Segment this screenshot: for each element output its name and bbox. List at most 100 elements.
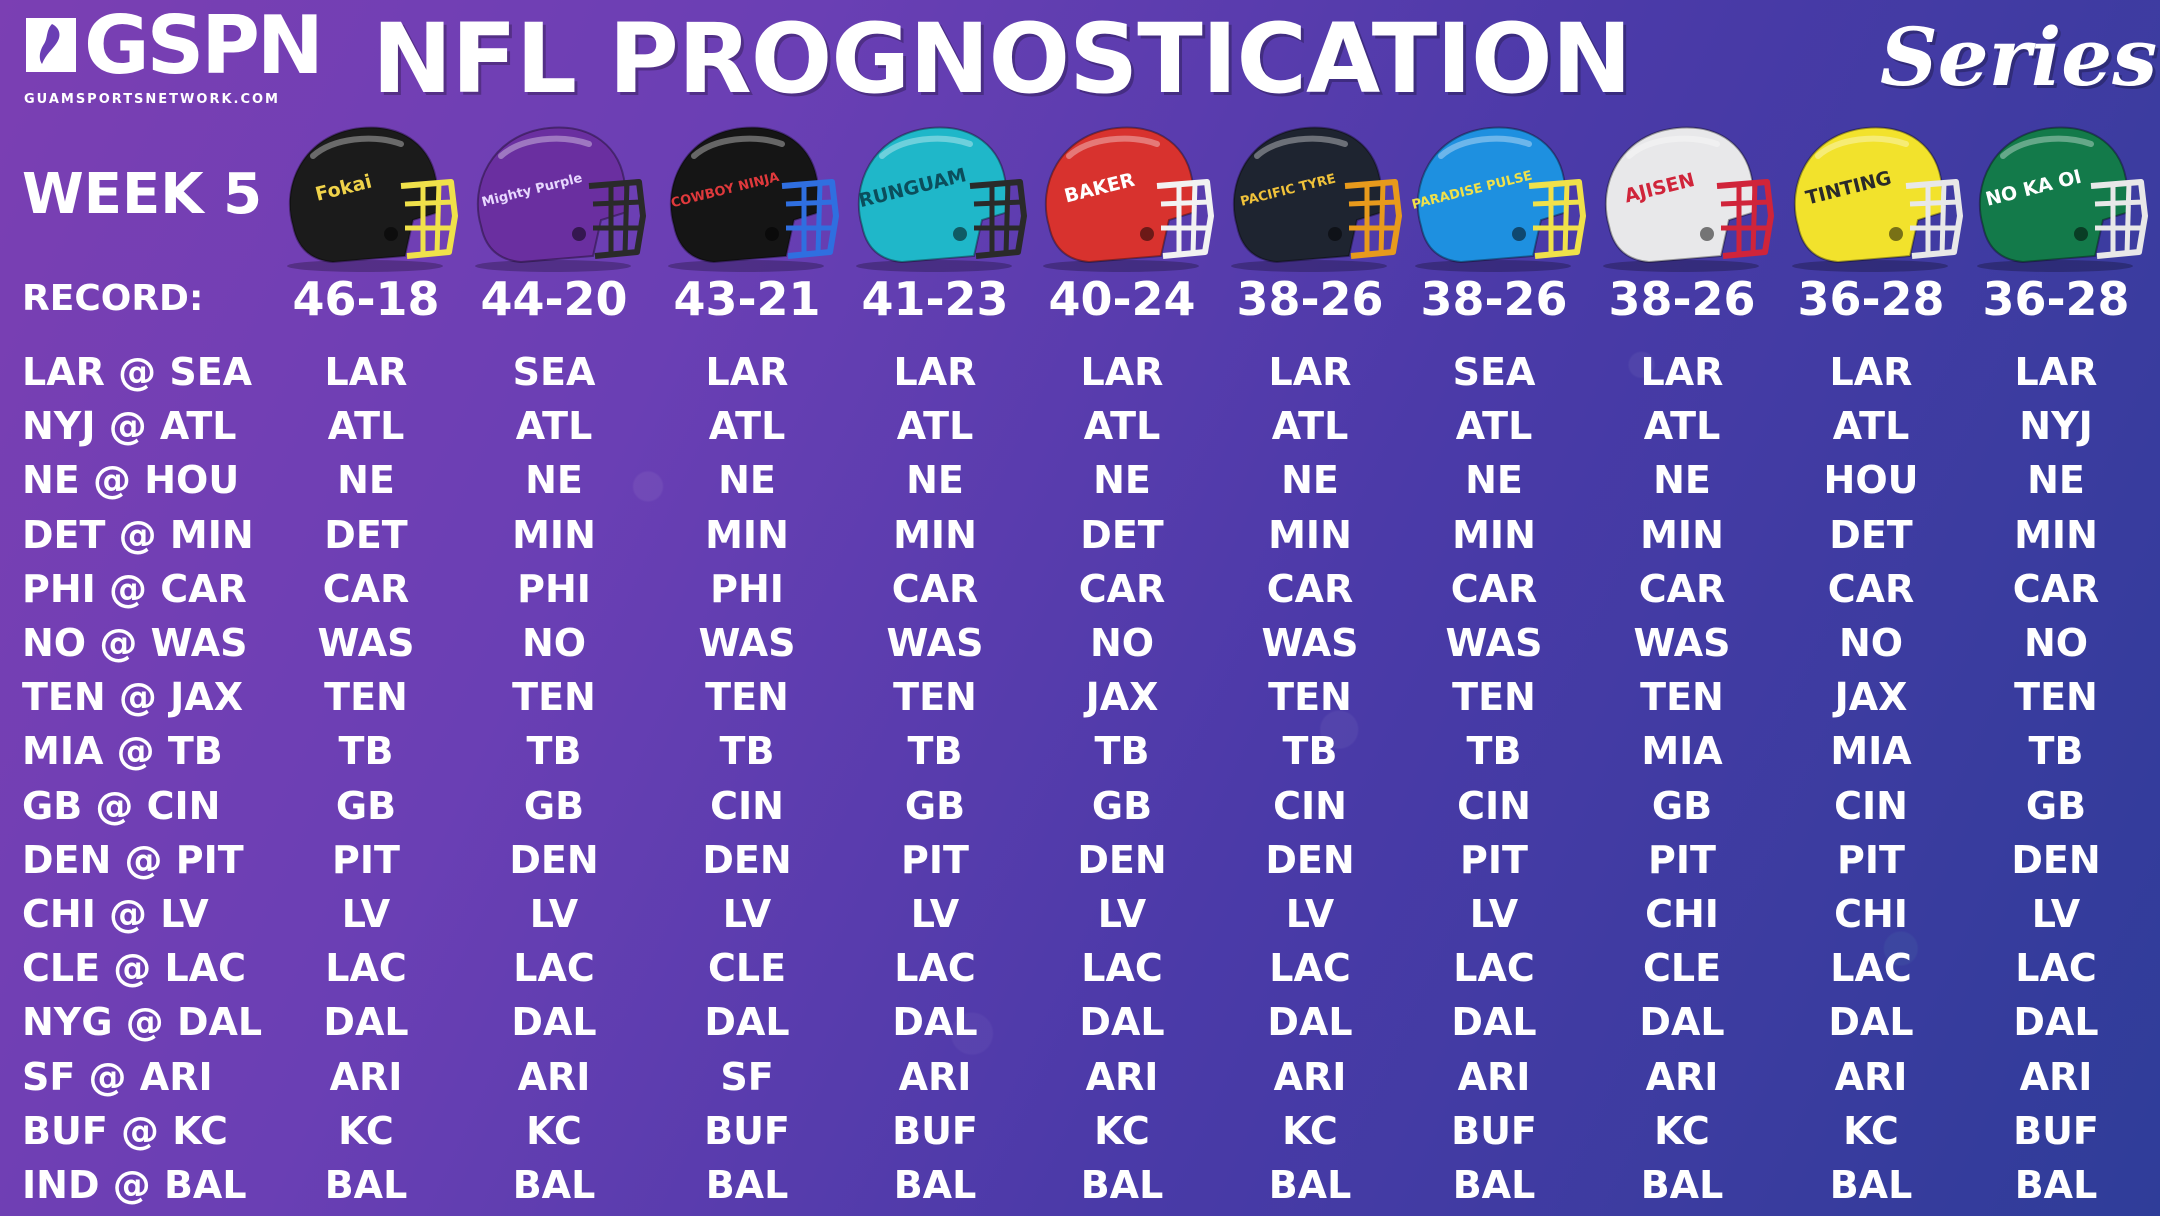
pick-cell: TEN [705, 675, 789, 720]
pick-cell: CAR [1827, 566, 1915, 611]
pick-cell: CAR [891, 566, 979, 611]
picker-column: Mighty Purple 44-20 SEA ATL NE MIN PHI NO TEN TB G… [461, 0, 647, 1216]
header: GSPN GUAMSPORTSNETWORK.COM NFL PROGNOSTI… [0, 0, 2160, 120]
picker-column: COWBOY NINJA 43-21 LAR ATL NE MIN PHI WAS TEN TB C… [654, 0, 840, 1216]
pick-cell: CHI [1834, 892, 1908, 936]
pick-cell: LAC [1453, 946, 1535, 991]
pick-cell: TB [526, 729, 582, 774]
pick-cell: NE [337, 458, 395, 503]
pick-cell: LAC [1830, 946, 1912, 991]
matchup-label: MIA @ TB [22, 729, 223, 774]
pick-cell: NO [2023, 621, 2089, 665]
picker-record: 43-21 [673, 272, 821, 326]
pick-cell: BAL [1452, 1163, 1536, 1207]
helmet-icon: Mighty Purple [461, 116, 647, 274]
pick-cell: WAS [886, 621, 984, 665]
pick-cell: ARI [1457, 1054, 1531, 1099]
helmet-icon: RUNGUAM [842, 116, 1028, 274]
pick-cell: TB [907, 729, 963, 774]
pick-cell: NE [1281, 458, 1339, 503]
pick-cell: DEN [1265, 837, 1355, 882]
pick-cell: ATL [1455, 404, 1533, 449]
picker-column: PARADISE PULSE 38-26 SEA ATL NE MIN CAR WAS TEN T… [1404, 0, 1586, 1216]
helmet-icon: PACIFIC TYRE [1217, 116, 1403, 274]
pick-cell: DAL [2013, 1000, 2099, 1045]
picker-record: 36-28 [1797, 272, 1945, 326]
pick-cell: TB [338, 729, 394, 774]
pick-cell: TB [1466, 729, 1522, 774]
pick-cell: DAL [511, 1000, 597, 1045]
pick-cell: HOU [1823, 458, 1919, 503]
pick-cell: CIN [1273, 783, 1347, 828]
pick-cell: KC [338, 1108, 394, 1153]
pick-cell: BAL [1829, 1163, 1913, 1207]
gspn-logo: GSPN GUAMSPORTSNETWORK.COM [22, 6, 352, 108]
pick-cell: LAC [1269, 946, 1351, 991]
pick-cell: MIN [1452, 512, 1536, 557]
pick-cell: DEN [702, 837, 792, 882]
pick-cell: DAL [1639, 1000, 1725, 1045]
pick-cell: NE [1465, 458, 1523, 503]
pick-cell: GB [2025, 783, 2087, 828]
pick-cell: TEN [2014, 675, 2098, 720]
pick-cell: CAR [322, 566, 410, 611]
pick-cell: NO [1838, 621, 1904, 665]
pick-cell: NE [906, 458, 964, 503]
matchup-label: DEN @ PIT [22, 837, 244, 882]
pick-cell: TB [2028, 729, 2084, 774]
pick-cell: WAS [1261, 621, 1359, 665]
picker-column: RUNGUAM 41-23 LAR ATL NE MIN CAR WAS TEN TB GB PIT L… [842, 0, 1028, 1216]
pick-cell: BAL [324, 1163, 408, 1207]
pick-cell: LV [529, 892, 579, 936]
pick-cell: ATL [1083, 404, 1161, 449]
pick-cell: KC [1282, 1108, 1338, 1153]
picker-record: 40-24 [1048, 272, 1196, 326]
pick-cell: ATL [327, 404, 405, 449]
pick-cell: TEN [512, 675, 596, 720]
pick-cell: BAL [1268, 1163, 1352, 1207]
pick-cell: LAC [894, 946, 976, 991]
logo-url: GUAMSPORTSNETWORK.COM [24, 92, 280, 107]
pick-cell: GB [335, 783, 397, 828]
pick-cell: WAS [1633, 621, 1731, 665]
pick-cell: KC [526, 1108, 582, 1153]
picker-record: 46-18 [292, 272, 440, 326]
pick-cell: LAR [2014, 350, 2098, 394]
pick-cell: ARI [329, 1054, 403, 1099]
pick-cell: DAL [892, 1000, 978, 1045]
pick-cell: LV [910, 892, 960, 936]
picker-column: PACIFIC TYRE 38-26 LAR ATL NE MIN CAR WAS TEN TB C… [1217, 0, 1403, 1216]
helmet-icon: COWBOY NINJA [654, 116, 840, 274]
pick-cell: SF [720, 1054, 774, 1099]
pick-cell: TEN [893, 675, 977, 720]
pick-cell: LAR [1268, 350, 1352, 394]
pick-cell: LAR [1829, 350, 1913, 394]
pick-cell: JAX [1834, 675, 1908, 720]
pick-cell: PIT [332, 837, 400, 882]
pick-cell: LAR [1080, 350, 1164, 394]
pick-cell: NE [2027, 458, 2085, 503]
helmet-icon: Fokai [273, 116, 459, 274]
pick-cell: LV [722, 892, 772, 936]
matchup-label: GB @ CIN [22, 783, 221, 828]
matchup-label: CHI @ LV [22, 892, 209, 936]
helmet-icon: AJISEN [1589, 116, 1775, 274]
pick-cell: WAS [698, 621, 796, 665]
page-title-suffix: Series [1880, 10, 2158, 104]
pick-cell: BUF [704, 1108, 790, 1153]
pick-cell: MIN [512, 512, 596, 557]
picker-column: NO KA OI 36-28 LAR NYJ NE MIN CAR NO TEN TB GB DEN L… [1966, 0, 2148, 1216]
pick-cell: LAR [893, 350, 977, 394]
pick-cell: DEN [2011, 837, 2101, 882]
pick-cell: MIN [705, 512, 789, 557]
matchup-label: PHI @ CAR [22, 566, 247, 611]
pick-cell: BUF [892, 1108, 978, 1153]
pick-cell: NE [718, 458, 776, 503]
picker-record: 38-26 [1420, 272, 1568, 326]
pick-cell: DAL [1267, 1000, 1353, 1045]
matchup-label: NE @ HOU [22, 458, 240, 503]
pick-cell: LAC [1081, 946, 1163, 991]
pick-cell: TEN [1640, 675, 1724, 720]
pick-cell: LV [1097, 892, 1147, 936]
pick-cell: BAL [705, 1163, 789, 1207]
